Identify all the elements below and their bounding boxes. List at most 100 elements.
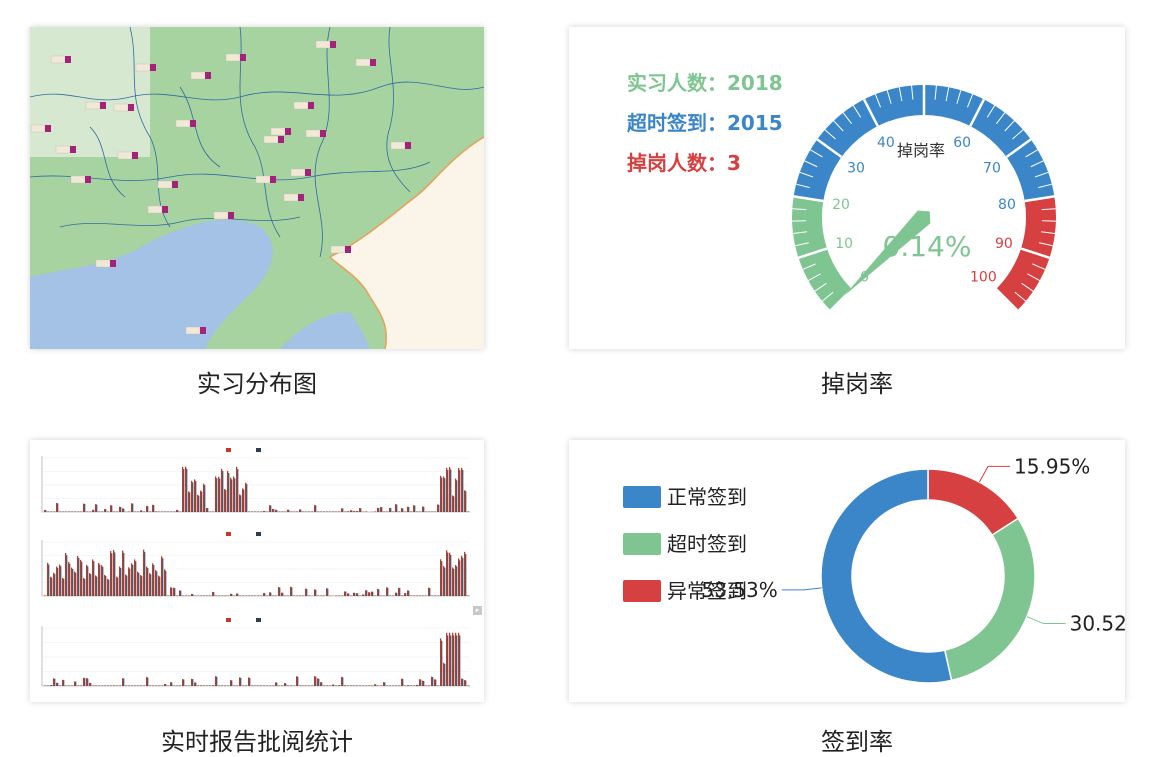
bar [452, 633, 453, 686]
bar [324, 685, 325, 686]
bar [387, 588, 388, 596]
bar [410, 595, 411, 596]
bar [284, 683, 285, 686]
bar [122, 678, 123, 686]
bar [338, 595, 339, 596]
bar [441, 478, 442, 512]
bar [291, 587, 292, 596]
bar [189, 685, 190, 686]
bar [218, 685, 219, 686]
bar [369, 592, 370, 596]
bar [402, 595, 403, 596]
bar [341, 595, 342, 596]
bar [269, 505, 270, 512]
map-city-marker [291, 169, 311, 176]
bar [171, 588, 172, 596]
bar [147, 506, 148, 512]
bar [311, 685, 312, 686]
mini-bar-chart [42, 618, 470, 686]
bar [107, 579, 108, 596]
bar [132, 565, 133, 596]
bar [306, 589, 307, 596]
bar [101, 511, 102, 512]
bar [89, 683, 90, 686]
bar [326, 511, 327, 512]
bar [441, 561, 442, 596]
bar [183, 469, 184, 512]
bar [75, 573, 76, 596]
donut-slice [928, 469, 1018, 535]
bar [218, 595, 219, 596]
mini-bar-chart [42, 448, 470, 512]
internship-distribution-map[interactable] [30, 27, 484, 349]
bar [444, 664, 445, 686]
bar [173, 685, 174, 686]
bar [153, 505, 154, 512]
bar [363, 595, 364, 596]
bar [96, 505, 97, 512]
bar [213, 592, 214, 596]
bar [227, 685, 228, 686]
bar [246, 685, 247, 686]
bar [422, 595, 423, 596]
bar [264, 593, 265, 596]
bar [245, 685, 246, 686]
bar [228, 685, 229, 686]
gauge-title: 掉岗率 [897, 141, 945, 160]
bar [297, 677, 298, 686]
bar [405, 593, 406, 596]
bar [438, 685, 439, 686]
map-city-marker [306, 130, 326, 137]
gauge-band-red [996, 196, 1056, 310]
legend-swatch [623, 486, 661, 508]
bar [105, 509, 106, 512]
bar [431, 511, 432, 512]
bar [371, 592, 372, 596]
bar [131, 503, 132, 512]
gauge-panel[interactable]: 实习人数：2018 超时签到：2015 掉岗人数：3 0102030406070… [569, 27, 1125, 349]
scroll-arrow-icon[interactable]: ▸ [473, 606, 482, 615]
bar [147, 678, 148, 686]
bar [152, 505, 153, 512]
bar [455, 479, 456, 512]
bar [270, 685, 271, 686]
bar [114, 552, 115, 596]
bar [110, 685, 111, 686]
bar [164, 569, 165, 596]
bar [129, 685, 130, 686]
bar [350, 595, 351, 596]
bar [402, 508, 403, 512]
bar [236, 467, 237, 512]
bar [156, 571, 157, 596]
bar [221, 469, 222, 512]
bar [468, 685, 469, 686]
bar [458, 633, 459, 686]
bar [69, 685, 70, 686]
bar [410, 511, 411, 512]
bar [465, 680, 466, 686]
bar [441, 641, 442, 686]
bar [224, 489, 225, 512]
bar [351, 510, 352, 512]
bar [380, 507, 381, 512]
bar [212, 685, 213, 686]
bar [176, 685, 177, 686]
bar [416, 685, 417, 686]
bar [387, 685, 388, 686]
map-city-marker [256, 176, 276, 183]
bars-panel[interactable]: ▸ [30, 440, 484, 702]
map-panel[interactable] [30, 27, 484, 349]
bar [266, 511, 267, 512]
bar [233, 685, 234, 686]
bar [276, 510, 277, 512]
bar [159, 685, 160, 686]
bar [104, 575, 105, 596]
bar [342, 677, 343, 686]
bar [60, 685, 61, 686]
bar [341, 677, 342, 686]
bar [158, 511, 159, 512]
bar [368, 685, 369, 686]
bar [425, 685, 426, 686]
bar [467, 511, 468, 512]
